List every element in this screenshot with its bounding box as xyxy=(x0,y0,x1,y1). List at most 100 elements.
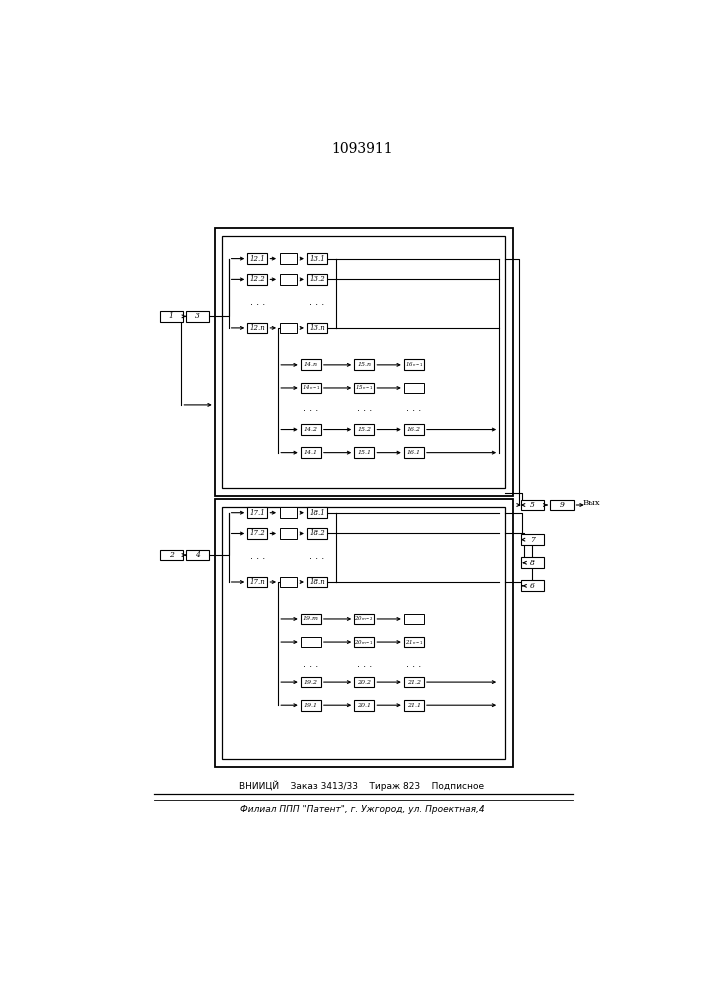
Bar xyxy=(354,359,374,370)
Text: · · ·: · · · xyxy=(250,300,265,310)
Text: · · ·: · · · xyxy=(407,406,421,416)
Bar xyxy=(223,235,506,488)
Text: · · ·: · · · xyxy=(356,406,372,416)
Bar xyxy=(280,323,297,333)
Text: 9: 9 xyxy=(559,501,564,509)
Bar xyxy=(404,383,424,393)
Text: 21.2: 21.2 xyxy=(407,680,421,685)
Text: 20$_{m-1}$: 20$_{m-1}$ xyxy=(354,638,374,647)
Bar xyxy=(404,424,424,435)
Text: 21.1: 21.1 xyxy=(407,703,421,708)
Bar xyxy=(521,557,544,568)
Text: 20.1: 20.1 xyxy=(357,703,371,708)
Bar xyxy=(404,637,424,647)
Text: 7: 7 xyxy=(530,536,535,544)
Bar xyxy=(404,359,424,370)
Bar xyxy=(307,577,327,587)
Bar xyxy=(307,323,327,333)
Bar xyxy=(300,637,321,647)
Text: 12.2: 12.2 xyxy=(250,275,265,283)
Bar xyxy=(300,424,321,435)
Text: 19.1: 19.1 xyxy=(304,703,318,708)
Bar xyxy=(354,424,374,435)
Text: 14.n: 14.n xyxy=(304,362,318,367)
Bar xyxy=(354,637,374,647)
Text: 16.2: 16.2 xyxy=(407,427,421,432)
Text: 3: 3 xyxy=(195,312,200,320)
Text: 16$_{n-1}$: 16$_{n-1}$ xyxy=(404,360,423,369)
Bar xyxy=(404,700,424,711)
Text: Вых: Вых xyxy=(582,499,600,507)
Text: 1093911: 1093911 xyxy=(331,142,393,156)
Text: 17.1: 17.1 xyxy=(250,509,265,517)
Text: · · ·: · · · xyxy=(303,406,318,416)
Bar xyxy=(354,447,374,458)
Text: 13.1: 13.1 xyxy=(309,255,325,263)
Text: 21$_{n-1}$: 21$_{n-1}$ xyxy=(404,638,423,647)
Bar xyxy=(521,534,544,545)
Bar xyxy=(247,274,267,285)
Text: ВНИИЦЙ    Заказ 3413/33    Тираж 823    Подписное: ВНИИЦЙ Заказ 3413/33 Тираж 823 Подписное xyxy=(240,781,484,791)
Text: · · ·: · · · xyxy=(310,554,325,564)
Text: 5: 5 xyxy=(530,501,535,509)
Text: 15.2: 15.2 xyxy=(357,427,371,432)
Text: Филиал ППП "Патент", г. Ужгород, ул. Проектная,4: Филиал ППП "Патент", г. Ужгород, ул. Про… xyxy=(240,805,484,814)
Text: · · ·: · · · xyxy=(310,300,325,310)
Bar xyxy=(550,500,573,510)
Text: 14.1: 14.1 xyxy=(304,450,318,455)
Bar xyxy=(354,677,374,687)
Text: · · ·: · · · xyxy=(356,662,372,672)
Bar xyxy=(215,228,513,496)
Text: · · ·: · · · xyxy=(407,662,421,672)
Bar xyxy=(404,447,424,458)
Bar xyxy=(160,550,183,560)
Text: 18.1: 18.1 xyxy=(309,509,325,517)
Text: 13.n: 13.n xyxy=(309,324,325,332)
Text: 12.1: 12.1 xyxy=(250,255,265,263)
Text: 15.n: 15.n xyxy=(357,362,371,367)
Text: 17.2: 17.2 xyxy=(250,529,265,537)
Text: 15.1: 15.1 xyxy=(357,450,371,455)
Bar xyxy=(247,528,267,539)
Bar xyxy=(300,447,321,458)
Bar xyxy=(300,383,321,393)
Text: 4: 4 xyxy=(195,551,200,559)
Text: 13.2: 13.2 xyxy=(309,275,325,283)
Bar xyxy=(280,253,297,264)
Text: 20.2: 20.2 xyxy=(357,680,371,685)
Bar xyxy=(300,614,321,624)
Bar xyxy=(307,507,327,518)
Text: 14.2: 14.2 xyxy=(304,427,318,432)
Text: · · ·: · · · xyxy=(250,554,265,564)
Bar xyxy=(404,614,424,624)
Bar xyxy=(280,528,297,539)
Text: · · ·: · · · xyxy=(303,662,318,672)
Text: 12.n: 12.n xyxy=(250,324,265,332)
Bar xyxy=(247,507,267,518)
Text: 2: 2 xyxy=(169,551,174,559)
Text: 19.m: 19.m xyxy=(303,616,319,621)
Bar xyxy=(307,253,327,264)
Bar xyxy=(247,323,267,333)
Bar xyxy=(307,274,327,285)
Bar xyxy=(300,359,321,370)
Bar xyxy=(307,528,327,539)
Bar xyxy=(354,614,374,624)
Bar xyxy=(160,311,183,322)
Text: 20$_{m-2}$: 20$_{m-2}$ xyxy=(354,615,374,623)
Text: 18.2: 18.2 xyxy=(309,529,325,537)
Bar xyxy=(354,700,374,711)
Bar xyxy=(521,500,544,510)
Bar xyxy=(354,383,374,393)
Text: 14$_{n-1}$: 14$_{n-1}$ xyxy=(302,384,320,392)
Bar xyxy=(223,507,506,759)
Text: 8: 8 xyxy=(530,559,535,567)
Bar xyxy=(300,677,321,687)
Bar xyxy=(247,577,267,587)
Bar xyxy=(300,700,321,711)
Text: 17.n: 17.n xyxy=(250,578,265,586)
Bar xyxy=(186,550,209,560)
Bar xyxy=(215,499,513,767)
Bar xyxy=(280,274,297,285)
Text: 19.2: 19.2 xyxy=(304,680,318,685)
